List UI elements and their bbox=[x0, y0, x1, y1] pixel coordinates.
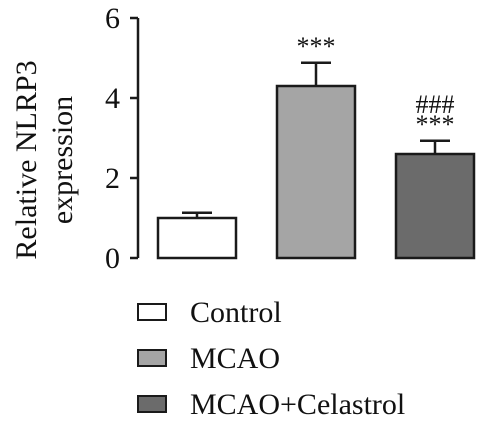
significance-label: *** bbox=[416, 110, 455, 139]
bar bbox=[394, 152, 476, 260]
bar bbox=[275, 84, 357, 260]
legend-swatch bbox=[137, 303, 167, 321]
legend-label: MCAO bbox=[190, 342, 280, 375]
y-tick-label: 0 bbox=[105, 242, 120, 275]
legend-label: Control bbox=[190, 296, 282, 329]
y-axis: 0 2 4 6 bbox=[105, 2, 140, 275]
significance-label: *** bbox=[297, 32, 336, 61]
significance-label: ### bbox=[416, 90, 455, 119]
legend-swatch bbox=[137, 349, 167, 367]
y-tick-label: 4 bbox=[105, 82, 120, 115]
legend: Control MCAO MCAO+Celastrol bbox=[137, 296, 405, 421]
legend-swatch bbox=[137, 395, 167, 413]
y-tick-label: 6 bbox=[105, 2, 120, 35]
significance-annotations: ***###*** bbox=[297, 32, 455, 139]
bars bbox=[156, 84, 476, 260]
y-axis-label-line-1: Relative NLRP3 bbox=[10, 60, 43, 259]
y-axis-label-line-2: expression bbox=[46, 96, 79, 224]
legend-label: MCAO+Celastrol bbox=[190, 388, 405, 421]
y-tick-label: 2 bbox=[105, 162, 120, 195]
bar bbox=[156, 216, 238, 260]
y-axis-title: Relative NLRP3 expression bbox=[10, 60, 79, 259]
